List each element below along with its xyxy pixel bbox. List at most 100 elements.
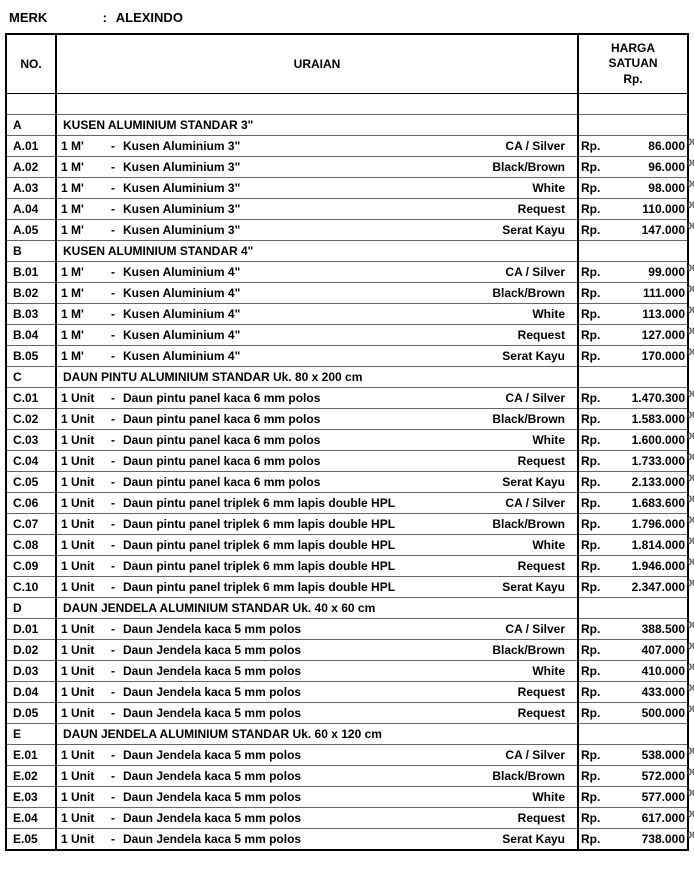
row-currency: Rp. [581,538,600,552]
row-dash: - [111,181,123,195]
row-desc: Daun pintu panel kaca 6 mm polos [123,454,320,468]
section-title: DAUN JENDELA ALUMINIUM STANDAR Uk. 60 x … [56,724,578,745]
row-desc: Daun pintu panel kaca 6 mm polos [123,391,320,405]
row-price-cell: Rp.1.600.00000 [578,430,688,451]
row-no: C.10 [6,577,56,598]
table-row: E.021 Unit-Daun Jendela kaca 5 mm polosB… [6,766,688,787]
row-uraian: 1 Unit-Daun Jendela kaca 5 mm polosReque… [56,808,578,829]
row-currency: Rp. [581,706,600,720]
row-uraian: 1 Unit-Daun pintu panel kaca 6 mm polosC… [56,388,578,409]
row-price: 407.000 [642,643,685,657]
row-currency: Rp. [581,286,600,300]
row-desc: Kusen Aluminium 4" [123,286,240,300]
row-desc: Daun Jendela kaca 5 mm polos [123,811,301,825]
row-desc: Kusen Aluminium 3" [123,181,240,195]
table-row: E.041 Unit-Daun Jendela kaca 5 mm polosR… [6,808,688,829]
row-cents: 00 [687,683,694,693]
merk-label: MERK [9,10,99,25]
row-variant: CA / Silver [505,139,573,153]
row-dash: - [111,643,123,657]
row-cents: 00 [687,431,694,441]
row-variant: CA / Silver [505,748,573,762]
row-price: 1.600.000 [632,433,685,447]
row-price-cell: Rp.1.683.60000 [578,493,688,514]
row-desc: Kusen Aluminium 3" [123,160,240,174]
row-cents: 00 [687,515,694,525]
row-uraian: 1 M'-Kusen Aluminium 3"Request [56,199,578,220]
table-body: AKUSEN ALUMINIUM STANDAR 3"A.011 M'-Kuse… [6,94,688,851]
section-harga-blank [578,724,688,745]
row-currency: Rp. [581,349,600,363]
row-currency: Rp. [581,202,600,216]
row-qty: 1 M' [61,328,111,342]
row-qty: 1 M' [61,160,111,174]
table-row: A.031 M'-Kusen Aluminium 3"WhiteRp.98.00… [6,178,688,199]
row-no: A.02 [6,157,56,178]
row-desc: Kusen Aluminium 4" [123,349,240,363]
row-cents: 00 [687,662,694,672]
table-row: B.021 M'-Kusen Aluminium 4"Black/BrownRp… [6,283,688,304]
row-variant: Request [518,706,573,720]
row-price: 2.347.000 [632,580,685,594]
table-row: A.041 M'-Kusen Aluminium 3"RequestRp. 110… [6,199,688,220]
row-desc: Kusen Aluminium 4" [123,265,240,279]
row-variant: White [532,664,573,678]
row-price-cell: Rp.1.583.00000 [578,409,688,430]
row-variant: Request [518,685,573,699]
row-currency: Rp. [581,181,600,195]
row-qty: 1 M' [61,349,111,363]
row-currency: Rp. [581,223,600,237]
row-dash: - [111,790,123,804]
row-currency: Rp. [581,496,600,510]
row-price: 110.000 [642,202,685,216]
row-price-cell: Rp.99.00000 [578,262,688,283]
row-price-cell: Rp.113.00000 [578,304,688,325]
col-header-harga-text: HARGASATUANRp. [608,41,657,86]
row-variant: Request [518,328,573,342]
row-dash: - [111,475,123,489]
row-price-cell: Rp.2.347.00000 [578,577,688,598]
row-no: A.05 [6,220,56,241]
row-cents: 00 [687,809,694,819]
section-harga-blank [578,598,688,619]
section-title: KUSEN ALUMINIUM STANDAR 3" [56,115,578,136]
row-price: 538.000 [642,748,685,762]
row-variant: CA / Silver [505,622,573,636]
row-qty: 1 Unit [61,517,111,531]
row-no: E.05 [6,829,56,851]
row-no: A.04 [6,199,56,220]
row-dash: - [111,811,123,825]
row-desc: Kusen Aluminium 3" [123,202,240,216]
row-qty: 1 M' [61,202,111,216]
row-cents: 00 [687,704,694,714]
section-harga-blank [578,241,688,262]
row-desc: Daun Jendela kaca 5 mm polos [123,664,301,678]
row-dash: - [111,832,123,846]
row-qty: 1 Unit [61,391,111,405]
row-price: 433.000 [642,685,685,699]
row-cents: 00 [687,452,694,462]
row-currency: Rp. [581,412,600,426]
table-row: D.011 Unit-Daun Jendela kaca 5 mm polosC… [6,619,688,640]
row-uraian: 1 M'-Kusen Aluminium 4"Black/Brown [56,283,578,304]
row-price: 111.000 [643,286,685,300]
table-row: C.081 Unit-Daun pintu panel triplek 6 mm… [6,535,688,556]
row-no: C.07 [6,514,56,535]
row-cents: 00 [687,788,694,798]
table-row: C.011 Unit-Daun pintu panel kaca 6 mm po… [6,388,688,409]
row-currency: Rp. [581,139,600,153]
row-uraian: 1 M'-Kusen Aluminium 4"White [56,304,578,325]
row-currency: Rp. [581,769,600,783]
row-currency: Rp. [581,622,600,636]
row-uraian: 1 Unit-Daun Jendela kaca 5 mm polosReque… [56,703,578,724]
col-header-harga: HARGASATUANRp. [578,34,688,94]
row-no: D.04 [6,682,56,703]
row-cents: 00 [687,557,694,567]
row-cents: 00 [687,347,694,357]
merk-row: MERK : ALEXINDO [5,5,689,33]
row-no: B.03 [6,304,56,325]
row-uraian: 1 Unit-Daun Jendela kaca 5 mm polosCA / … [56,745,578,766]
section-harga-blank [578,115,688,136]
col-header-no: NO. [6,34,56,94]
table-row: B.041 M'-Kusen Aluminium 4"RequestRp.127… [6,325,688,346]
